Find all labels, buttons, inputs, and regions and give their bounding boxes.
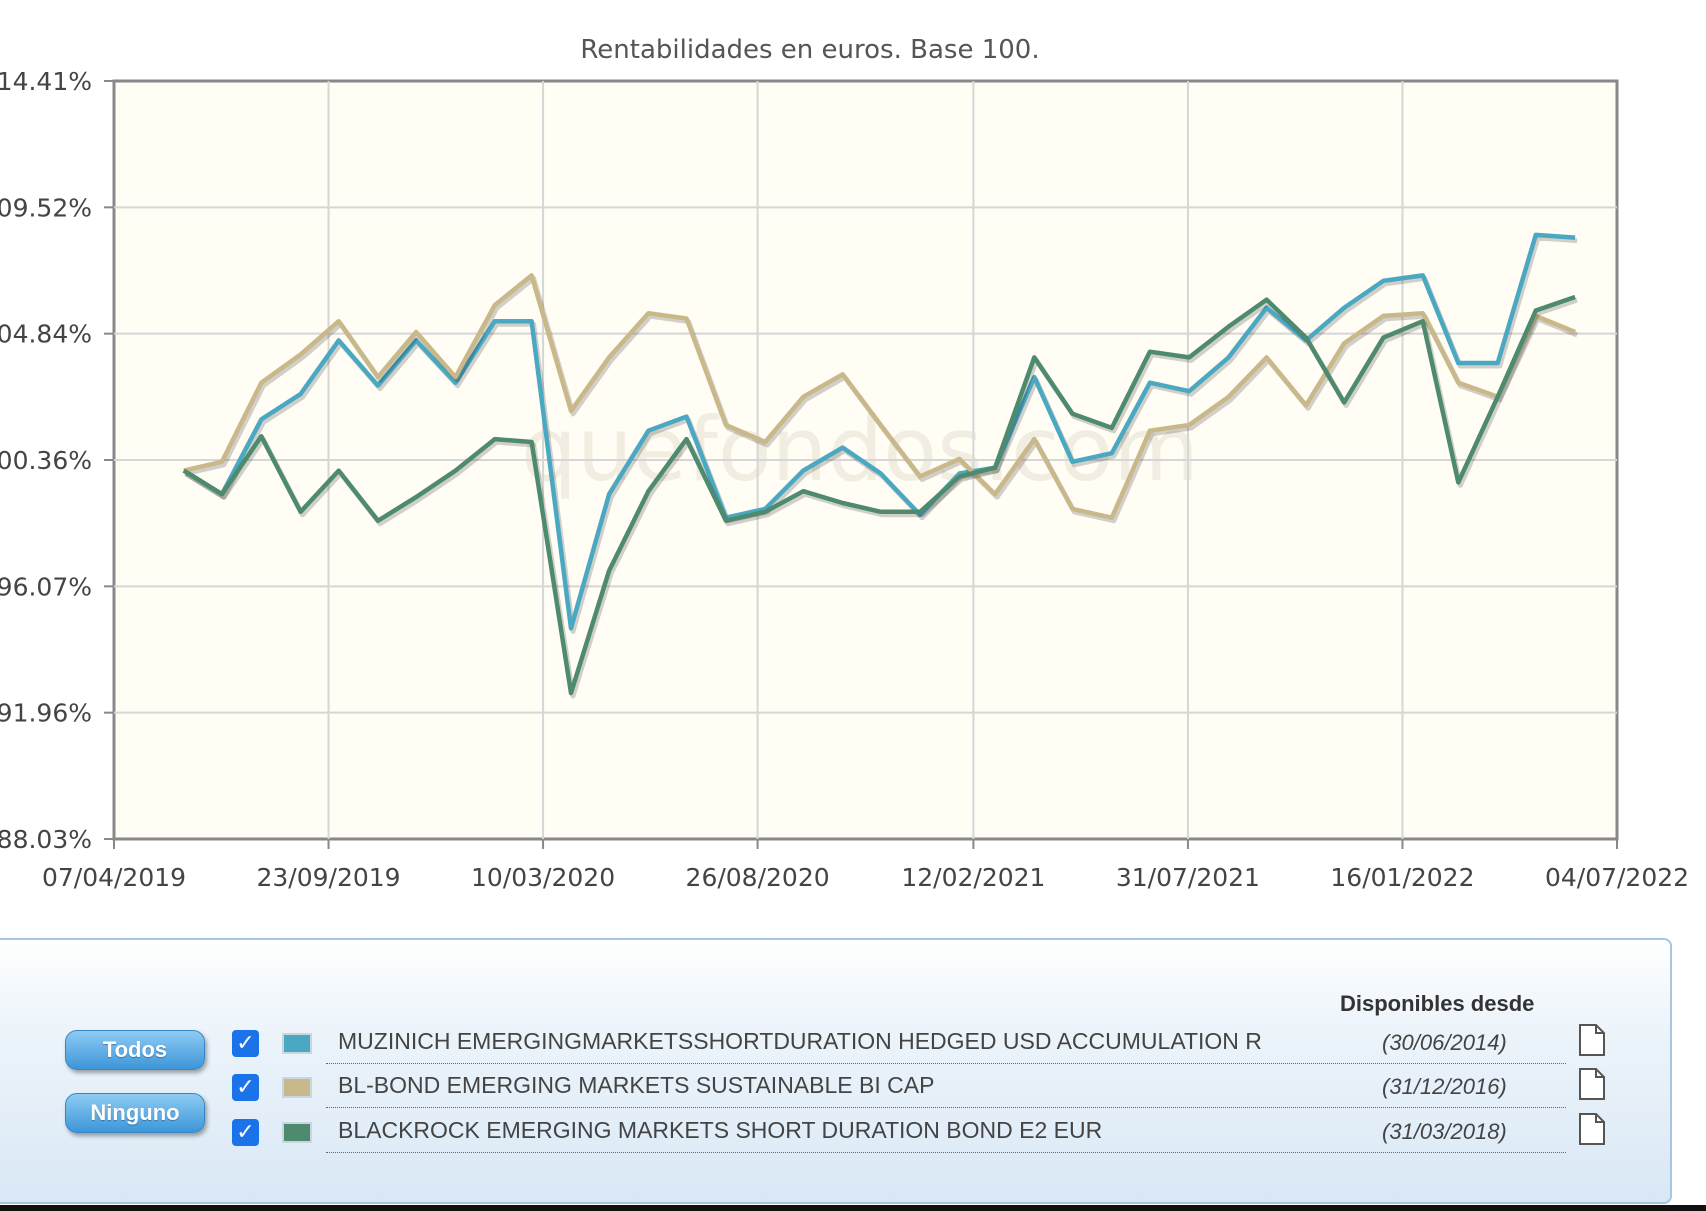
document-icon[interactable] — [1578, 1023, 1606, 1057]
series-checkbox-blackrock[interactable]: ✓ — [232, 1119, 259, 1146]
x-tick-label: 07/04/2019 — [42, 863, 186, 892]
y-tick-label: 14.41% — [0, 67, 92, 96]
y-tick-label: 88.03% — [0, 825, 92, 854]
fund-start-date: (31/03/2018) — [1382, 1119, 1507, 1144]
x-axis: 07/04/2019 23/09/2019 10/03/2020 26/08/2020… — [42, 839, 1689, 892]
series-checkbox-muzinich[interactable]: ✓ — [232, 1030, 259, 1057]
x-tick-label: 04/07/2022 — [1545, 863, 1689, 892]
series-line-1 — [183, 273, 1576, 520]
fund-start-date: (30/06/2014) — [1382, 1030, 1507, 1055]
y-tick-label: 09.52% — [0, 193, 92, 222]
x-tick-label: 16/01/2022 — [1330, 863, 1474, 892]
series-color-swatch — [282, 1122, 312, 1143]
x-tick-label: 31/07/2021 — [1116, 863, 1260, 892]
y-tick-label: 96.07% — [0, 572, 92, 601]
chart-title: Rentabilidades en euros. Base 100. — [580, 35, 1039, 65]
performance-chart: Rentabilidades en euros. Base 100. quefo… — [0, 35, 1689, 892]
x-tick-label: 26/08/2020 — [686, 863, 830, 892]
fund-name: BLACKROCK EMERGING MARKETS SHORT DURATIO… — [338, 1117, 1103, 1143]
bottom-edge — [0, 1205, 1706, 1211]
legend-row-blackrock: ✓ BLACKROCK EMERGING MARKETS SHORT DURAT… — [230, 1112, 1605, 1156]
series-checkbox-bl-bond[interactable]: ✓ — [232, 1074, 259, 1101]
legend-row-bl-bond: ✓ BL-BOND EMERGING MARKETS SUSTAINABLE B… — [230, 1067, 1605, 1111]
series-line-2 — [182, 294, 1576, 696]
series-color-swatch — [282, 1033, 312, 1054]
y-tick-label: 04.84% — [0, 320, 92, 349]
legend-panel — [0, 938, 1672, 1204]
x-tick-label: 12/02/2021 — [901, 863, 1045, 892]
series-line-0 — [182, 232, 1576, 631]
x-tick-label: 10/03/2020 — [471, 863, 615, 892]
y-axis: 88.03% 91.96% 96.07% 00.36% 04.84% 09.52% 14.4… — [0, 67, 114, 854]
y-tick-label: 91.96% — [0, 699, 92, 728]
grid-lines — [114, 81, 1617, 839]
available-since-header: Disponibles desde — [1340, 991, 1535, 1016]
series-line-shadow — [184, 297, 1578, 699]
row-divider — [326, 1063, 1566, 1064]
document-icon[interactable] — [1578, 1112, 1606, 1146]
series-color-swatch — [282, 1077, 312, 1098]
fund-start-date: (31/12/2016) — [1382, 1074, 1507, 1099]
series-lines — [182, 232, 1579, 699]
row-divider — [326, 1107, 1566, 1108]
x-tick-label: 23/09/2019 — [256, 863, 400, 892]
fund-name: MUZINICH EMERGINGMARKETSSHORTDURATION HE… — [338, 1028, 1262, 1054]
legend-row-muzinich: ✓ MUZINICH EMERGINGMARKETSSHORTDURATION … — [230, 1023, 1605, 1067]
select-all-button[interactable]: Todos — [65, 1030, 205, 1070]
y-tick-label: 00.36% — [0, 446, 92, 475]
document-icon[interactable] — [1578, 1067, 1606, 1101]
watermark: quefondos.com — [521, 398, 1199, 501]
fund-name: BL-BOND EMERGING MARKETS SUSTAINABLE BI … — [338, 1072, 935, 1098]
row-divider — [326, 1152, 1566, 1153]
select-none-button[interactable]: Ninguno — [65, 1093, 205, 1133]
